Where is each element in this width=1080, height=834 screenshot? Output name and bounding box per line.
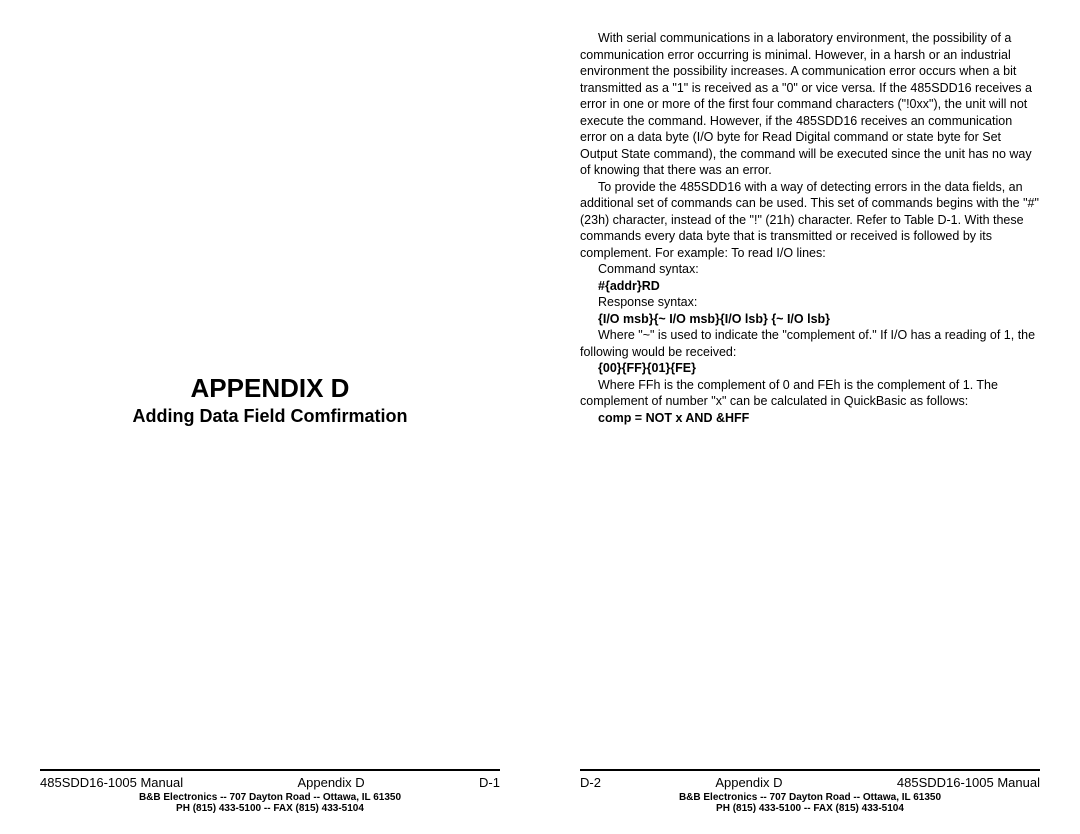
comp-formula: comp = NOT x AND &HFF xyxy=(598,410,1040,427)
response-syntax: {I/O msb}{~ I/O msb}{I/O lsb} {~ I/O lsb… xyxy=(598,311,1040,328)
footer-right: D-2 Appendix D 485SDD16-1005 Manual B&B … xyxy=(580,769,1040,814)
footer-company: B&B Electronics -- 707 Dayton Road -- Ot… xyxy=(40,792,500,803)
paragraph-4: Where FFh is the complement of 0 and FEh… xyxy=(580,377,1040,410)
footer-section: Appendix D xyxy=(297,775,364,790)
footer-phone: PH (815) 433-5100 -- FAX (815) 433-5104 xyxy=(40,803,500,814)
footer-line1: D-2 Appendix D 485SDD16-1005 Manual xyxy=(580,775,1040,790)
footer-pagenum: D-2 xyxy=(580,775,601,790)
footer-section: Appendix D xyxy=(715,775,782,790)
response-syntax-label: Response syntax: xyxy=(598,294,1040,311)
page-left: APPENDIX D Adding Data Field Comfirmatio… xyxy=(0,0,540,834)
footer-left: 485SDD16-1005 Manual Appendix D D-1 B&B … xyxy=(40,769,500,814)
footer-manual: 485SDD16-1005 Manual xyxy=(897,775,1040,790)
command-syntax-label: Command syntax: xyxy=(598,261,1040,278)
body-text: With serial communications in a laborato… xyxy=(580,30,1040,769)
footer-phone: PH (815) 433-5100 -- FAX (815) 433-5104 xyxy=(580,803,1040,814)
paragraph-3: Where "~" is used to indicate the "compl… xyxy=(580,327,1040,360)
paragraph-1: With serial communications in a laborato… xyxy=(580,30,1040,179)
appendix-title: APPENDIX D xyxy=(191,373,350,404)
footer-rule xyxy=(580,769,1040,771)
page-right: With serial communications in a laborato… xyxy=(540,0,1080,834)
title-block: APPENDIX D Adding Data Field Comfirmatio… xyxy=(40,30,500,769)
paragraph-2: To provide the 485SDD16 with a way of de… xyxy=(580,179,1040,262)
footer-line1: 485SDD16-1005 Manual Appendix D D-1 xyxy=(40,775,500,790)
footer-pagenum: D-1 xyxy=(479,775,500,790)
footer-company: B&B Electronics -- 707 Dayton Road -- Ot… xyxy=(580,792,1040,803)
example-bytes: {00}{FF}{01}{FE} xyxy=(598,360,1040,377)
appendix-subtitle: Adding Data Field Comfirmation xyxy=(132,406,407,427)
footer-rule xyxy=(40,769,500,771)
command-syntax: #{addr}RD xyxy=(598,278,1040,295)
footer-manual: 485SDD16-1005 Manual xyxy=(40,775,183,790)
